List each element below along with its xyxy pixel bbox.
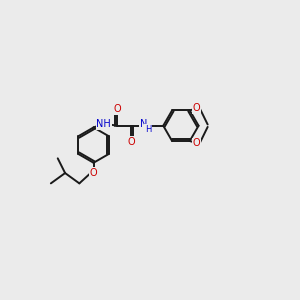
- Text: O: O: [127, 137, 135, 147]
- Text: O: O: [193, 103, 200, 113]
- Text: O: O: [90, 168, 98, 178]
- Text: O: O: [193, 139, 200, 148]
- Text: N: N: [140, 119, 147, 129]
- Text: NH: NH: [97, 119, 111, 130]
- Text: O: O: [114, 104, 121, 114]
- Text: H: H: [145, 125, 151, 134]
